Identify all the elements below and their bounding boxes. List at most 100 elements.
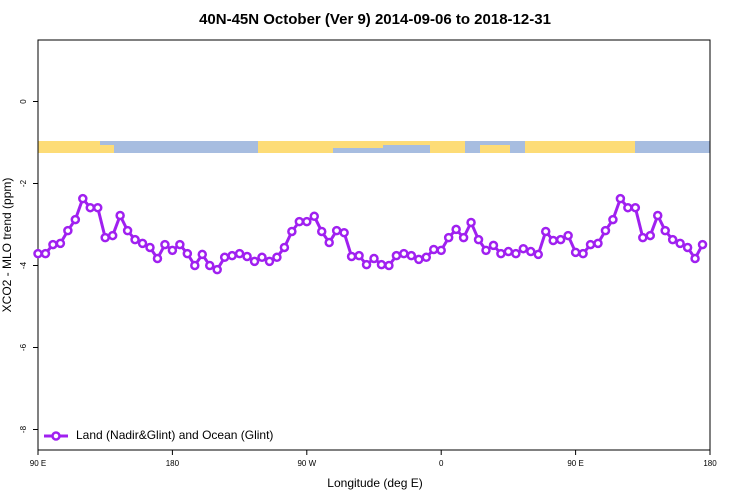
point — [608, 214, 618, 225]
point — [376, 259, 387, 270]
point — [346, 251, 357, 262]
point — [212, 264, 222, 275]
point — [316, 226, 327, 237]
point — [302, 216, 312, 227]
point — [190, 260, 200, 271]
point — [690, 253, 700, 264]
point — [675, 238, 685, 249]
point — [107, 230, 118, 241]
point — [85, 202, 96, 213]
x-tick-label: 90 E — [567, 459, 583, 468]
point — [436, 245, 446, 256]
point — [63, 225, 73, 236]
point — [391, 250, 402, 261]
point — [40, 248, 51, 259]
point — [227, 250, 237, 261]
point — [563, 230, 573, 241]
point — [518, 243, 529, 254]
point — [540, 226, 551, 237]
point — [92, 202, 103, 213]
point — [361, 259, 372, 270]
point — [204, 260, 215, 271]
point — [526, 246, 536, 257]
point — [697, 239, 708, 250]
point — [645, 230, 656, 241]
point — [578, 248, 588, 259]
x-axis-label: Longitude (deg E) — [327, 476, 422, 490]
point — [145, 242, 155, 253]
legend-marker — [51, 431, 61, 441]
point — [160, 239, 170, 250]
point — [414, 254, 424, 265]
point — [660, 225, 670, 236]
point — [152, 253, 163, 264]
point — [234, 248, 245, 259]
point — [533, 249, 544, 260]
point — [137, 238, 148, 249]
point — [264, 256, 275, 267]
point — [638, 232, 648, 243]
point — [182, 248, 193, 259]
x-tick-label: 180 — [703, 459, 717, 468]
point — [406, 250, 417, 261]
x-tick-label: 90 W — [297, 459, 316, 468]
point — [511, 248, 521, 259]
point — [219, 252, 230, 263]
point — [294, 216, 305, 227]
point — [167, 245, 178, 256]
point — [466, 217, 476, 228]
point — [623, 202, 633, 213]
land-ocean-strip — [38, 141, 710, 153]
point — [354, 250, 364, 261]
point — [630, 202, 641, 213]
point — [175, 239, 185, 250]
point — [421, 252, 432, 263]
point — [399, 248, 409, 259]
point — [615, 193, 626, 204]
point — [593, 238, 603, 249]
point — [70, 214, 81, 225]
point — [122, 225, 133, 236]
point — [115, 210, 125, 221]
point — [682, 242, 693, 253]
point — [667, 234, 678, 245]
point — [481, 245, 491, 256]
x-tick-label: 180 — [166, 459, 180, 468]
point — [443, 232, 454, 243]
point — [369, 253, 379, 264]
point — [548, 235, 558, 246]
point — [242, 251, 252, 262]
x-tick-label: 90 E — [30, 459, 46, 468]
point — [249, 256, 260, 267]
point — [585, 239, 596, 250]
y-axis-label: XCO2 - MLO trend (ppm) — [0, 178, 14, 313]
point — [473, 234, 484, 245]
point — [384, 260, 394, 271]
point — [339, 227, 349, 238]
point — [428, 244, 439, 255]
point — [130, 234, 140, 245]
point — [309, 211, 320, 222]
point — [570, 247, 581, 258]
plot-frame — [37, 39, 711, 451]
point — [55, 238, 66, 249]
point — [652, 210, 663, 221]
point — [458, 232, 469, 243]
legend-label: Land (Nadir&Glint) and Ocean (Glint) — [76, 428, 273, 442]
y-tick-label: -2 — [19, 179, 28, 187]
point — [287, 226, 297, 237]
point — [324, 237, 334, 248]
point — [257, 252, 267, 263]
chart-title: 40N-45N October (Ver 9) 2014-09-06 to 20… — [199, 11, 551, 28]
point — [331, 225, 342, 236]
y-tick-label: 0 — [19, 99, 28, 104]
point — [33, 248, 43, 259]
y-tick-label: -8 — [19, 425, 28, 433]
point — [272, 252, 282, 263]
point — [279, 242, 290, 253]
point — [78, 193, 88, 204]
point — [555, 234, 566, 245]
point — [488, 240, 499, 251]
x-tick-label: 0 — [439, 459, 444, 468]
